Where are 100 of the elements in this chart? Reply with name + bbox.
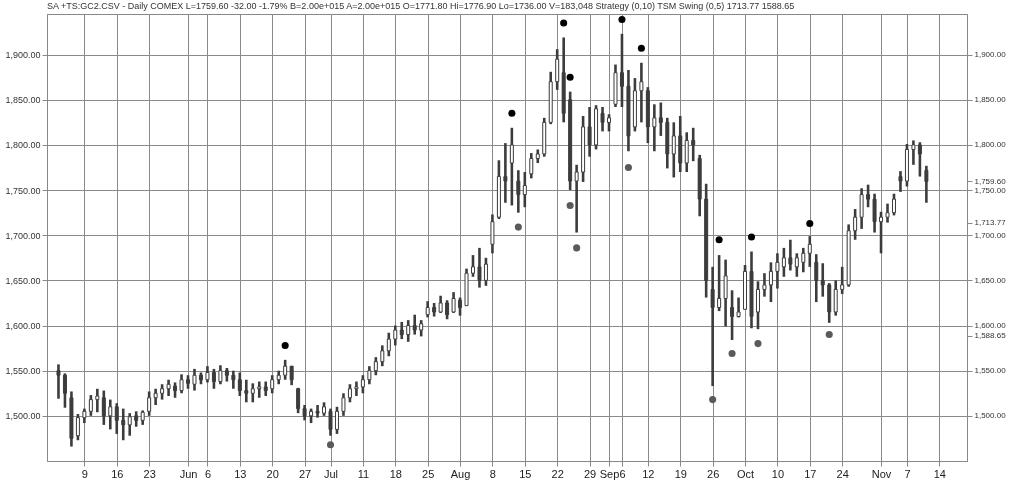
x-tick-label: 29 [583,467,597,480]
candlestick [710,265,715,388]
x-tick-label: Jul [323,467,339,480]
candlestick [794,252,799,279]
y-tick-label: 1,800.00 [5,140,41,151]
candlestick [820,261,825,298]
chart-title: SA +TS:GC2.CSV - Daily COMEX L=1759.60 -32.00 -1.79% B=2.00e+015 A=2.00e+015 O=1771.80 Hi=1776.90 Lo=1736.00 V=183,048 Strategy (0,10) TSM Swing (0,5) 1713.77 1588.65 [47,1,795,11]
y2-tick-label: 1,713.77 [974,218,1007,228]
candlestick [296,386,301,415]
candlestick [250,382,255,404]
point [754,340,762,348]
candlestick [775,252,780,290]
y2-tick-label: 1,600.00 [974,321,1007,331]
point [326,441,335,449]
candlestick [88,393,93,418]
candlestick [406,318,411,344]
candlestick [147,390,152,418]
x-tick-label: Jun [179,467,198,480]
candlestick [451,290,456,315]
y2-tick-label: 1,750.00 [974,185,1007,195]
candlestick [607,112,612,133]
candlestick [639,61,644,124]
candlestick [730,289,735,342]
candlestick [891,192,896,217]
candlestick [658,101,663,138]
y2-tick-label: 1,588.65 [974,331,1007,341]
candlestick [814,252,819,304]
point [709,396,717,404]
x-tick-label: 24 [836,467,849,480]
y2-tick-label: 1,500.00 [974,411,1007,421]
x-tick-label: Nov [871,467,892,480]
candlestick [283,358,288,382]
y2-tick-label: 1,759.60 [974,176,1007,186]
y2-tick-label: 1,800.00 [974,140,1007,150]
candlestick [121,407,126,442]
candlestick [516,168,521,214]
candlestick [257,380,262,400]
candlestick [788,238,793,272]
candlestick [490,213,495,255]
candlestick [75,412,80,442]
candlestick [471,253,475,279]
candlestick [840,265,845,296]
candlestick [574,163,579,234]
candlestick [483,256,488,288]
candlestick [62,372,67,410]
y-tick-label: 1,600.00 [5,321,41,332]
candlestick [503,141,508,205]
candlestick [127,411,132,438]
x-tick-label: 17 [804,467,817,480]
point [566,201,574,209]
candlestick [768,261,773,304]
candlestick [315,403,320,419]
candlestick [853,207,858,242]
point [560,19,568,27]
candlestick [231,369,236,391]
point [281,341,289,349]
candlestick [218,363,223,386]
candlestick [762,271,767,298]
candlestick [380,344,385,368]
x-tick-label: 11 [357,467,370,480]
y-tick-label: 1,650.00 [5,275,41,286]
candlestick [781,246,786,279]
y2-tick-label: 1,900.00 [974,50,1007,60]
candlestick [244,378,249,404]
candlestick [717,253,722,313]
candlestick [671,121,676,179]
x-tick-label: 20 [266,467,279,480]
candlestick [56,363,61,400]
candlestick [872,192,877,234]
candlestick [652,103,657,153]
point [618,15,626,23]
x-tick-label: 14 [933,467,946,480]
candlestick [101,389,106,427]
candlestick [801,246,806,274]
point [825,331,833,339]
point [747,233,756,241]
point [514,223,522,231]
candlestick [367,364,372,386]
y-tick-label: 1,500.00 [5,411,41,422]
candlestick [723,258,728,328]
candlestick [743,263,748,311]
candlestick [95,387,100,414]
candlestick [360,373,365,395]
candlestick [898,169,903,194]
x-tick-label: Oct [736,467,755,480]
candlestick [334,405,339,436]
point [573,244,581,252]
y2-tick-label: 1,700.00 [974,230,1007,240]
y-tick-label: 1,550.00 [5,366,41,377]
candlestick [270,373,275,395]
x-tick-label: 9 [81,467,88,480]
x-tick-label: 7 [904,467,911,480]
x-tick-label: 13 [234,467,247,480]
y2-tick-label: 1,550.00 [974,366,1007,376]
candlestick [917,140,922,178]
candlestick [393,324,398,347]
candlestick [477,246,482,289]
candlestick [924,164,929,205]
point [806,219,814,228]
candlestick [114,401,119,436]
